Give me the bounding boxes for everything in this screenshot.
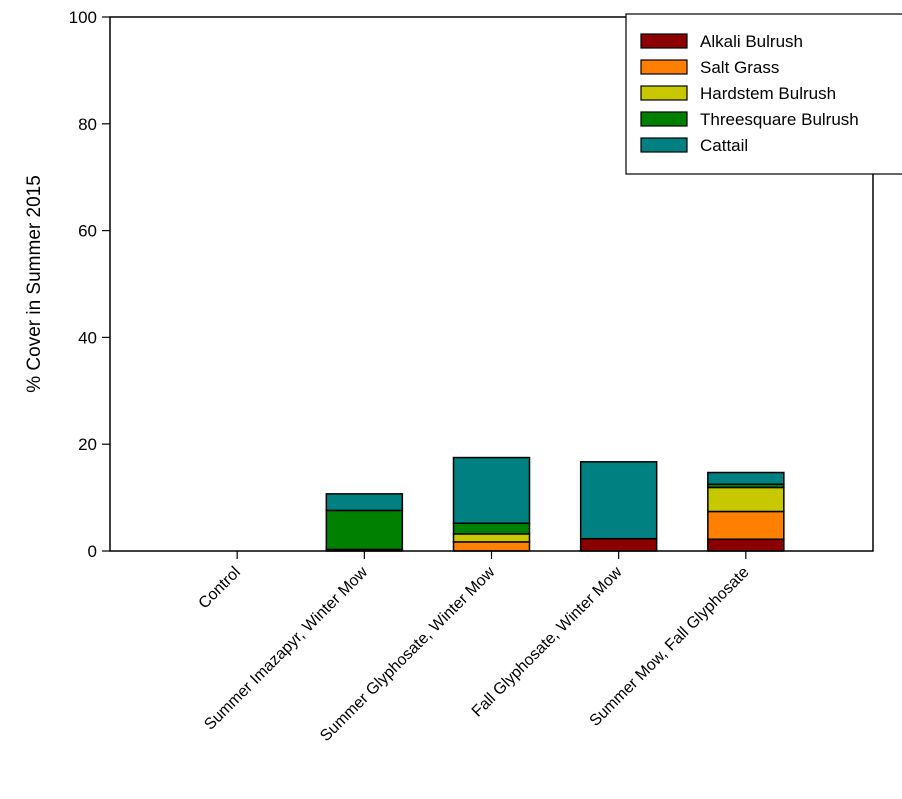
legend: Alkali Bulrush Salt Grass Hardstem Bulrush… (625, 13, 902, 175)
bar-segment (707, 486, 785, 513)
legend-label: Salt Grass (700, 58, 779, 77)
legend-label: Cattail (700, 136, 748, 155)
y-axis-label: % Cover in Summer 2015 (24, 175, 45, 393)
bar-segment (325, 509, 404, 551)
bar-segment (579, 461, 658, 540)
x-tick-label: Fall Glyphosate, Winter Mow (469, 563, 626, 720)
legend-label: Threesquare Bulrush (700, 110, 859, 129)
y-tick-label: 40 (78, 328, 97, 347)
y-tick-label: 0 (88, 542, 97, 561)
legend-swatch (640, 33, 688, 49)
bar-segment (707, 471, 785, 486)
bar-segment (325, 493, 404, 512)
bar-segment (707, 510, 785, 541)
legend-label: Alkali Bulrush (700, 32, 803, 51)
y-axis: 0 20 40 60 80 100 (69, 8, 110, 561)
legend-swatch (640, 59, 688, 75)
y-tick-label: 80 (78, 115, 97, 134)
y-tick-label: 20 (78, 435, 97, 454)
bar-segment (452, 541, 531, 552)
y-tick-label: 60 (78, 222, 97, 241)
bar-segment (452, 456, 531, 524)
bar-segment (579, 537, 658, 552)
y-tick-label: 100 (69, 8, 97, 27)
bar-segment (452, 533, 531, 543)
bars-layer (325, 456, 785, 552)
legend-swatch (640, 85, 688, 101)
bar-segment (452, 522, 531, 535)
bar-segment (707, 538, 785, 552)
legend-swatch (640, 111, 688, 127)
legend-label: Hardstem Bulrush (700, 84, 836, 103)
legend-swatch (640, 137, 688, 153)
x-tick-label: Control (196, 564, 244, 612)
